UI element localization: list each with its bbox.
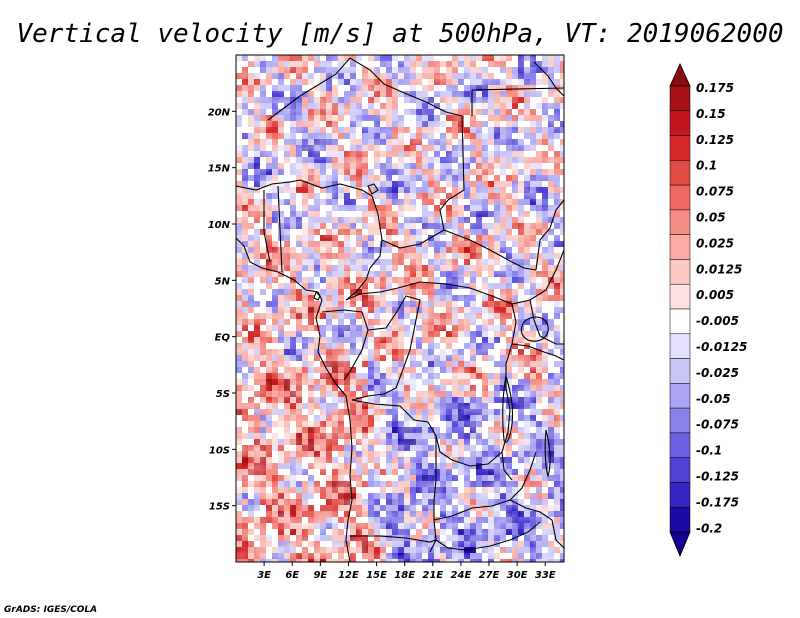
lon-tick-label: 3E	[257, 570, 271, 581]
colorbar-cell	[669, 506, 691, 533]
lon-tick-label: 9E	[313, 570, 327, 581]
colorbar-label: -0.075	[696, 418, 739, 432]
border-tanzania	[511, 343, 564, 361]
lat-tick-label: EQ	[215, 333, 231, 344]
colorbar-label: -0.175	[696, 495, 739, 509]
latitude-axis: 20N 15N 10N 5N EQ 5S 10S 15S	[208, 107, 236, 513]
colorbar: 0.175 0.15 0.125 0.1 0.075 0.05 0.025 0.0125 0.0…	[669, 63, 747, 558]
colorbar-cell	[669, 259, 691, 285]
bioko-island	[313, 290, 321, 301]
border-chad-car	[381, 229, 445, 249]
border-namibia-botswana	[435, 521, 541, 551]
colorbar-cell	[669, 85, 691, 112]
border-car-south	[345, 281, 471, 301]
red-sea-coast	[533, 61, 564, 97]
border-libya-chad	[439, 115, 465, 231]
colorbar-cell	[669, 110, 691, 136]
lat-tick-label: 5S	[216, 389, 230, 400]
colorbar-label: 0.175	[696, 81, 734, 95]
colorbar-cell	[669, 333, 691, 359]
lon-tick-label: 18E	[394, 570, 415, 581]
lon-tick-label: 33E	[535, 570, 556, 581]
colorbar-cell	[669, 432, 691, 458]
border-angola-south	[350, 535, 437, 543]
border-sudan	[443, 229, 537, 271]
colorbar-cell	[669, 283, 691, 310]
colorbar-label: -0.1	[696, 444, 722, 458]
border-angola-east	[429, 436, 437, 553]
colorbar-cell	[669, 457, 691, 483]
chart-title: Vertical velocity [m/s] at 500hPa, VT: 2…	[16, 19, 783, 49]
lon-tick-label: 21E	[422, 570, 443, 581]
border-ethiopia	[535, 199, 564, 271]
colorbar-label: 0.075	[696, 185, 734, 199]
colorbar-label: 0.05	[696, 211, 726, 225]
field-texture	[236, 55, 564, 562]
map-frame	[235, 54, 565, 563]
colorbar-cell	[669, 407, 691, 434]
longitude-axis: 3E 6E 9E 12E 15E 18E 21E 24E 27E 30E 33E	[257, 562, 556, 581]
colorbar-cell	[669, 358, 691, 384]
border-drc-east	[501, 303, 517, 481]
colorbar-label: -0.0125	[696, 340, 747, 354]
colorbar-cell	[669, 234, 691, 260]
lake-victoria	[520, 316, 549, 342]
lon-tick-label: 12E	[338, 570, 359, 581]
colorbar-label: 0.125	[696, 133, 734, 147]
lat-tick-label: 15N	[208, 164, 231, 175]
map-area: 3E 6E 9E 12E 15E 18E 21E 24E 27E 30E 33E 20N 15N 10N…	[208, 54, 565, 581]
lon-tick-label: 15E	[366, 570, 387, 581]
colorbar-label: -0.125	[696, 470, 739, 484]
coastline-west-africa	[236, 237, 353, 562]
colorbar-label: -0.05	[696, 392, 731, 406]
grads-credit: GrADS: IGES/COLA	[4, 605, 97, 615]
lat-tick-label: 10N	[208, 220, 231, 231]
country-borders	[236, 57, 564, 562]
lake-tanganyika	[502, 375, 514, 443]
colorbar-labels: 0.175 0.15 0.125 0.1 0.075 0.05 0.025 0.0125 0.0…	[696, 81, 747, 535]
colorbar-label: 0.1	[696, 159, 717, 173]
colorbar-label: 0.025	[696, 236, 734, 250]
lon-tick-label: 30E	[507, 570, 528, 581]
border-zambia	[433, 451, 537, 521]
colorbar-label: -0.025	[696, 366, 739, 380]
colorbar-top-arrow	[669, 63, 691, 87]
lon-tick-label: 6E	[285, 570, 299, 581]
colorbar-label: -0.2	[696, 521, 722, 535]
border-congo-drc	[351, 295, 421, 401]
colorbar-cell	[669, 308, 691, 335]
border-egypt-sudan	[471, 87, 564, 91]
border-sahara-north	[267, 57, 351, 121]
colorbar-cell	[669, 482, 691, 508]
colorbar-label: -0.005	[696, 314, 739, 328]
colorbar-bottom-arrow	[669, 531, 691, 558]
colorbar-label: 0.005	[696, 288, 734, 302]
border-niger-south	[299, 179, 373, 197]
colorbar-cell	[669, 209, 691, 235]
colorbar-cells	[669, 85, 691, 533]
lake-malawi	[544, 429, 551, 478]
colorbar-cell	[669, 383, 691, 409]
colorbar-cell	[669, 135, 691, 161]
border-algeria-niger	[349, 57, 463, 117]
border-kenya-uganda	[529, 299, 564, 345]
lon-tick-label: 24E	[451, 570, 472, 581]
lake-chad	[367, 183, 379, 195]
colorbar-cell	[669, 184, 691, 211]
lat-tick-label: 5N	[215, 276, 231, 287]
border-mali-burkina	[236, 179, 301, 191]
border-mozambique	[509, 499, 564, 549]
border-nigeria-east	[345, 195, 383, 301]
colorbar-label: 0.15	[696, 107, 726, 121]
lat-tick-label: 15S	[209, 502, 230, 513]
colorbar-label: 0.0125	[696, 262, 742, 276]
lat-tick-label: 20N	[208, 107, 231, 118]
lon-tick-label: 27E	[479, 570, 500, 581]
lat-tick-label: 10S	[209, 445, 230, 456]
border-ghana-togo	[263, 185, 283, 273]
colorbar-cell	[669, 160, 691, 186]
